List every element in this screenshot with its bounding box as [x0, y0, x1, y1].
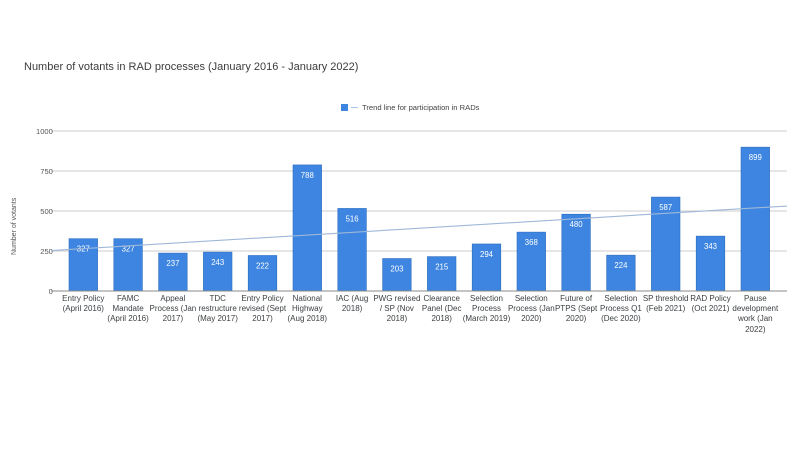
- svg-text:203: 203: [390, 265, 403, 274]
- svg-text:1000: 1000: [36, 127, 53, 136]
- svg-text:250: 250: [40, 247, 53, 256]
- svg-text:587: 587: [659, 203, 672, 212]
- svg-text:750: 750: [40, 167, 53, 176]
- svg-text:516: 516: [346, 214, 359, 223]
- svg-text:224: 224: [614, 261, 628, 270]
- svg-text:243: 243: [211, 258, 224, 267]
- svg-text:294: 294: [480, 250, 494, 259]
- svg-text:343: 343: [704, 242, 717, 251]
- svg-text:480: 480: [570, 220, 584, 229]
- svg-text:899: 899: [749, 153, 762, 162]
- svg-text:215: 215: [435, 263, 449, 272]
- svg-text:500: 500: [40, 207, 53, 216]
- svg-text:237: 237: [166, 259, 179, 268]
- svg-text:368: 368: [525, 238, 538, 247]
- svg-text:788: 788: [301, 171, 314, 180]
- svg-text:222: 222: [256, 261, 269, 270]
